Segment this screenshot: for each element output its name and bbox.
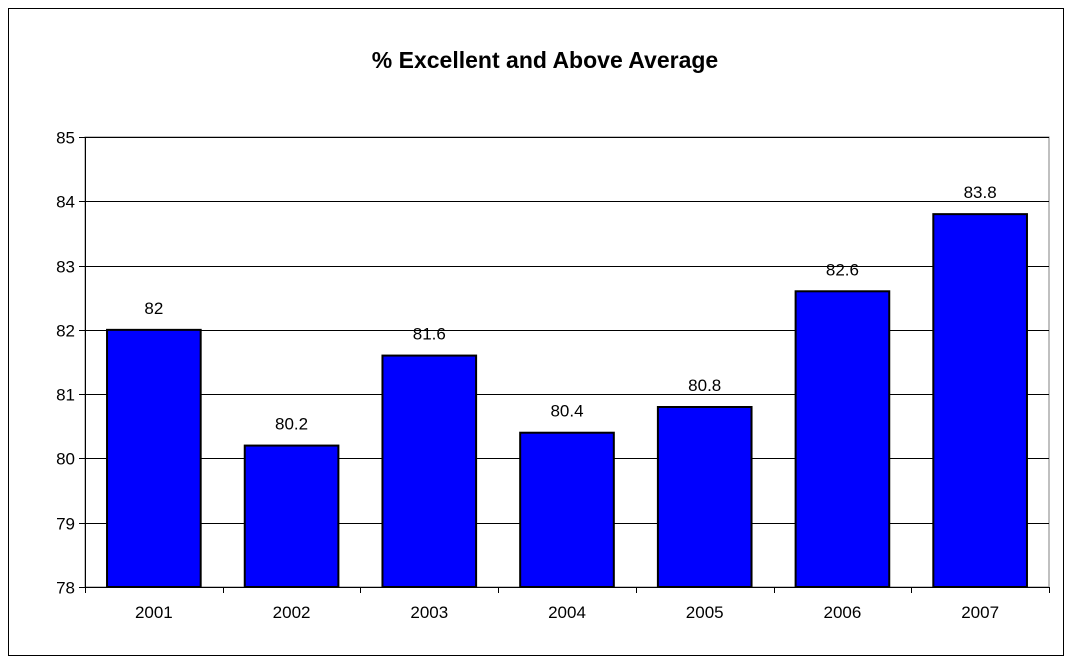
data-label: 82: [144, 299, 163, 318]
bar-2007: [932, 213, 1028, 588]
bar-2004: [519, 431, 615, 589]
y-tick-label: 82: [56, 322, 75, 341]
data-label: 80.2: [275, 415, 308, 434]
y-tick-label: 79: [56, 515, 75, 534]
bars: [106, 213, 1028, 589]
data-label: 80.4: [550, 402, 583, 421]
data-label: 82.6: [826, 260, 859, 279]
data-labels: 82 80.2 81.6 80.4 80.8 82.6 83.8: [144, 183, 996, 433]
axes: 85 84 83 82 81 80 79 78 2001 2002 2003 2004 2005 2006…: [56, 129, 1050, 622]
bar-2003: [381, 354, 478, 589]
x-tick-label: 2003: [410, 603, 448, 622]
bar-2001: [106, 328, 202, 588]
x-tick-label: 2001: [135, 603, 173, 622]
data-label: 83.8: [964, 183, 997, 202]
data-label: 80.8: [688, 376, 721, 395]
y-tick-label: 78: [56, 579, 75, 598]
chart-title: % Excellent and Above Average: [372, 47, 718, 73]
x-tick-label: 2006: [824, 603, 862, 622]
x-tick-label: 2004: [548, 603, 586, 622]
data-label: 81.6: [413, 325, 446, 344]
y-tick-label: 85: [56, 129, 75, 148]
bar-2006: [794, 290, 891, 588]
y-tick-label: 84: [56, 193, 75, 212]
y-tick-label: 80: [56, 450, 75, 469]
y-tick-label: 83: [56, 258, 75, 277]
x-tick-label: 2002: [273, 603, 311, 622]
y-tick-label: 81: [56, 386, 75, 405]
bar-2002: [243, 444, 340, 589]
x-tick-label: 2005: [686, 603, 724, 622]
x-tick-label: 2007: [961, 603, 999, 622]
bar-2005: [656, 406, 753, 588]
